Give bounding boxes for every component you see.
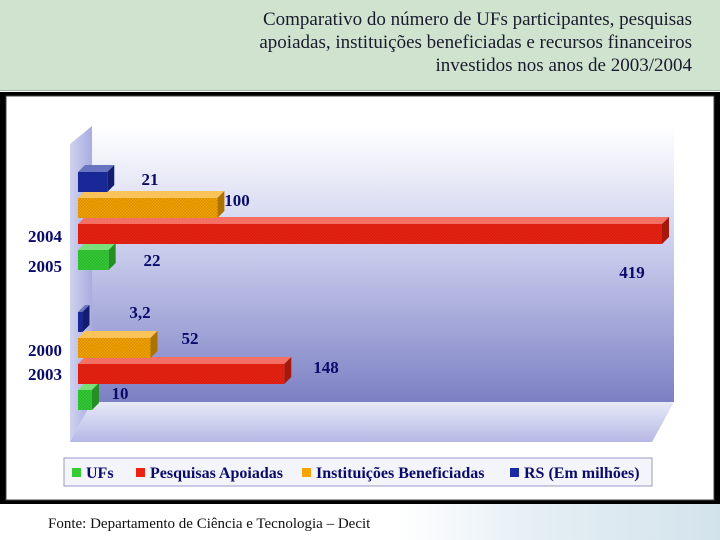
legend-swatch-0 xyxy=(72,468,81,477)
category-label-0-0: 2004 xyxy=(28,227,63,246)
plot-floor xyxy=(70,402,674,442)
legend-label-3: RS (Em milhões) xyxy=(524,465,640,482)
bar-3-0 xyxy=(78,165,115,192)
category-label-1-1: 2003 xyxy=(28,365,62,384)
value-label-0-1: 10 xyxy=(112,384,129,403)
value-label-1-0: 419 xyxy=(619,263,645,282)
footer-band xyxy=(0,504,720,540)
legend-label-2: Instituições Beneficiadas xyxy=(316,465,484,482)
value-label-2-0: 100 xyxy=(224,191,250,210)
plot-back-wall xyxy=(92,126,674,402)
bar-3-1 xyxy=(78,305,90,332)
value-label-0-0: 22 xyxy=(144,251,161,270)
title-band: Comparativo do número de UFs participant… xyxy=(0,0,720,91)
title-line-1: Comparativo do número de UFs participant… xyxy=(262,9,692,30)
source-note: Fonte: Departamento de Ciência e Tecnolo… xyxy=(48,516,371,532)
chart-frame: 22 419 100 21 10 148 52 3,2 2004 2005 2000 2003 UF… xyxy=(0,92,720,504)
page-title: Comparativo do número de UFs participant… xyxy=(92,8,692,77)
legend-item-0: UFs xyxy=(72,465,114,482)
legend-item-3: RS (Em milhões) xyxy=(510,465,640,482)
title-line-2: apoiadas, instituições beneficiadas e re… xyxy=(259,32,692,53)
bar-1-1 xyxy=(78,357,292,384)
bar-2-0 xyxy=(78,191,225,218)
legend-swatch-1 xyxy=(136,468,145,477)
value-label-2-1: 52 xyxy=(182,329,199,348)
bar-0-0 xyxy=(78,243,116,270)
bar-1-0 xyxy=(78,217,669,244)
title-line-3: investidos nos anos de 2003/2004 xyxy=(435,55,693,76)
legend-label-1: Pesquisas Apoiadas xyxy=(150,465,283,482)
category-label-1-0: 2000 xyxy=(28,341,62,360)
legend-item-1: Pesquisas Apoiadas xyxy=(136,465,283,482)
bar-2-1 xyxy=(78,331,158,358)
value-label-1-1: 148 xyxy=(313,358,339,377)
legend-swatch-3 xyxy=(510,468,519,477)
value-label-3-1: 3,2 xyxy=(129,303,150,322)
category-label-0-1: 2005 xyxy=(28,257,62,276)
value-label-3-0: 21 xyxy=(142,170,159,189)
bar-chart: 22 419 100 21 10 148 52 3,2 2004 2005 2000 2003 UF… xyxy=(5,95,715,501)
legend-label-0: UFs xyxy=(86,465,114,482)
bar-0-1 xyxy=(78,383,99,410)
legend-swatch-2 xyxy=(302,468,311,477)
legend-box xyxy=(63,457,653,487)
legend-item-2: Instituições Beneficiadas xyxy=(302,465,484,482)
